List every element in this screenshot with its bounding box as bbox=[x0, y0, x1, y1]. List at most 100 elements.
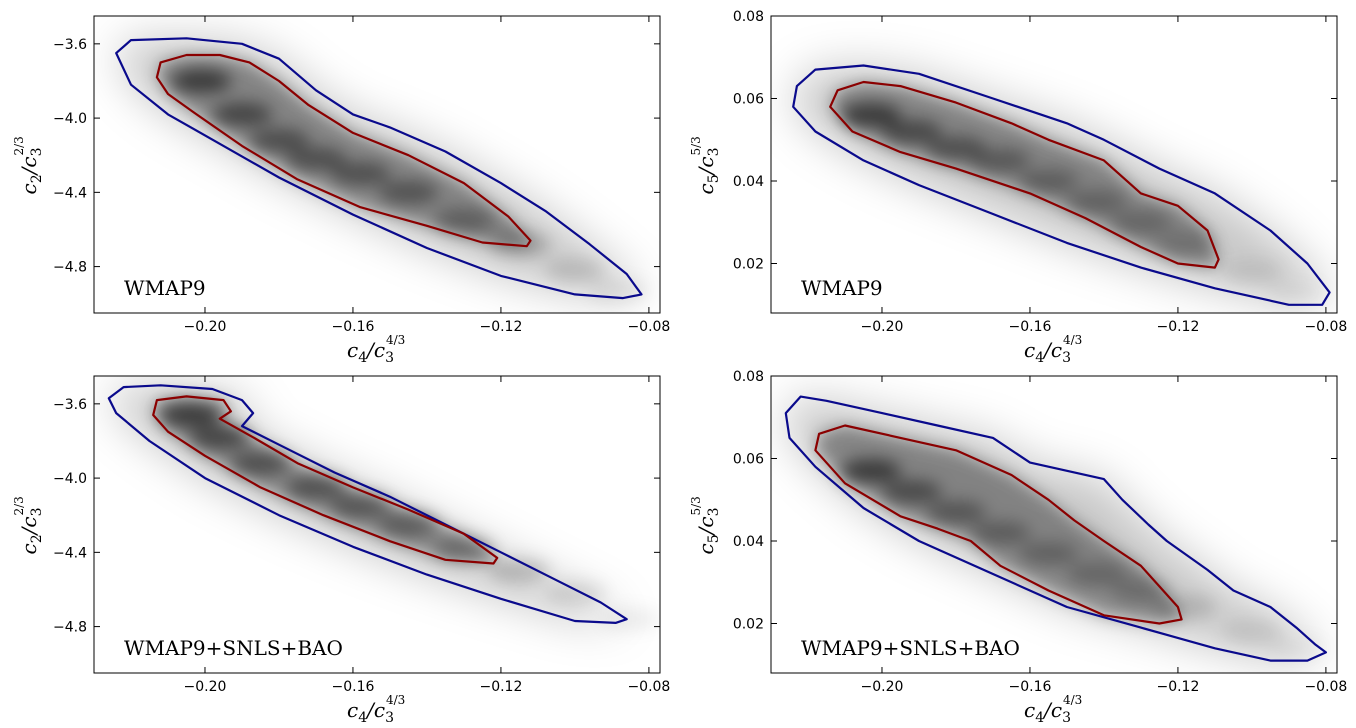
x-axis-label: c4/c34/3 bbox=[1024, 693, 1082, 726]
density-blob bbox=[285, 146, 346, 171]
density-blob bbox=[840, 103, 901, 127]
y-tick-label: 0.02 bbox=[733, 257, 764, 273]
density-blob bbox=[330, 493, 391, 518]
y-tick-label: −3.6 bbox=[53, 397, 87, 413]
density-ridge bbox=[160, 402, 660, 632]
x-tick-label: −0.08 bbox=[1304, 319, 1347, 335]
density-blob bbox=[489, 232, 550, 257]
y-axis-label-group: c5/c35/3 bbox=[689, 136, 722, 194]
density-ridge bbox=[840, 103, 1327, 305]
x-tick-label: −0.16 bbox=[1009, 679, 1052, 695]
y-tick-label: 0.06 bbox=[733, 452, 764, 468]
x-tick-label: −0.20 bbox=[184, 319, 227, 335]
density-blob bbox=[189, 425, 250, 450]
y-axis-label-group: c2/c32/3 bbox=[12, 496, 45, 554]
y-axis-label: c5/c35/3 bbox=[689, 136, 722, 194]
axes-frame bbox=[93, 15, 661, 314]
density-blob bbox=[230, 451, 291, 476]
plot-area bbox=[792, 64, 1331, 306]
contour-68 bbox=[152, 395, 499, 565]
axes-frame bbox=[93, 375, 661, 674]
x-tick-label: −0.08 bbox=[1304, 679, 1347, 695]
density-blob bbox=[1110, 578, 1171, 603]
y-axis-label-group: c5/c35/3 bbox=[689, 496, 722, 554]
x-tick-label: −0.20 bbox=[861, 319, 904, 335]
y-axis-label: c2/c32/3 bbox=[12, 136, 45, 194]
density-blob bbox=[1221, 619, 1282, 644]
y-tick-label: −4.8 bbox=[53, 620, 87, 636]
density-blob bbox=[881, 479, 942, 504]
contour-95 bbox=[115, 37, 643, 300]
y-tick-label: 0.08 bbox=[733, 369, 764, 385]
density-blob bbox=[970, 148, 1031, 173]
panel-1: −0.20 −0.16 −0.12 −0.08 −3.6 −4.0 −4.4 −4.8 WMAP… bbox=[12, 15, 670, 366]
density-blob bbox=[544, 258, 605, 283]
density-blob bbox=[211, 102, 272, 127]
y-tick-label: −4.4 bbox=[53, 545, 87, 561]
y-tick-label: 0.08 bbox=[733, 9, 764, 25]
y-axis-label: c5/c35/3 bbox=[689, 496, 722, 554]
x-axis-label: c4/c34/3 bbox=[1024, 333, 1082, 366]
x-tick-label: −0.12 bbox=[1156, 679, 1199, 695]
density-blob bbox=[1066, 562, 1127, 586]
density-blob bbox=[378, 512, 439, 537]
density-blob bbox=[248, 128, 309, 153]
plot-area bbox=[107, 384, 660, 632]
density-ridge bbox=[171, 68, 650, 303]
density-blob bbox=[1221, 259, 1282, 284]
density-blob bbox=[840, 458, 901, 483]
axes-frame bbox=[770, 15, 1338, 314]
panel-label: WMAP9 bbox=[801, 276, 883, 300]
density-core bbox=[156, 55, 531, 247]
density-blob bbox=[925, 136, 986, 160]
density-blob bbox=[600, 607, 660, 632]
panel-label: WMAP9+SNLS+BAO bbox=[801, 636, 1020, 660]
density-blob bbox=[160, 402, 221, 427]
density-blob bbox=[1066, 189, 1127, 214]
density-blob bbox=[589, 278, 650, 303]
density-blob bbox=[171, 68, 232, 93]
x-axis-label: c4/c34/3 bbox=[347, 693, 405, 726]
density-blob bbox=[285, 475, 346, 500]
x-axis-label: c4/c34/3 bbox=[347, 333, 405, 366]
density-blob bbox=[330, 161, 391, 186]
density-blob bbox=[1018, 541, 1079, 566]
density-blob bbox=[378, 180, 439, 205]
density-blob bbox=[1266, 280, 1327, 305]
contour-95 bbox=[792, 64, 1331, 306]
y-tick-label: 0.06 bbox=[733, 92, 764, 108]
density-blob bbox=[489, 558, 550, 583]
panel-4: −0.20 −0.16 −0.12 −0.08 0.08 0.06 0.04 0.02 WMAP… bbox=[689, 369, 1347, 726]
x-tick-label: −0.12 bbox=[1156, 319, 1199, 335]
x-tick-label: −0.12 bbox=[479, 319, 522, 335]
y-tick-label: −3.6 bbox=[53, 37, 87, 53]
contour-68 bbox=[829, 80, 1220, 269]
y-tick-label: −4.0 bbox=[53, 471, 87, 487]
density-blob bbox=[544, 581, 605, 606]
panel-3: −0.20 −0.16 −0.12 −0.08 −3.6 −4.0 −4.4 −4.8 WMAP… bbox=[12, 375, 670, 726]
y-tick-label: 0.04 bbox=[733, 534, 764, 550]
density-blob bbox=[925, 500, 986, 525]
contour-95 bbox=[784, 395, 1327, 662]
y-tick-label: −4.8 bbox=[53, 260, 87, 276]
y-tick-label: −4.0 bbox=[53, 111, 87, 127]
x-tick-label: −0.16 bbox=[332, 679, 375, 695]
x-tick-label: −0.12 bbox=[479, 679, 522, 695]
y-tick-label: −4.4 bbox=[53, 185, 87, 201]
contour-95 bbox=[107, 384, 628, 624]
panel-2: −0.20 −0.16 −0.12 −0.08 0.08 0.06 0.04 0.02 WMAP… bbox=[689, 9, 1347, 366]
plot-area bbox=[115, 37, 650, 303]
density-blob bbox=[1155, 230, 1216, 255]
density-blob bbox=[881, 119, 942, 144]
plot-area bbox=[784, 395, 1327, 662]
x-tick-label: −0.08 bbox=[627, 319, 670, 335]
panel-label: WMAP9 bbox=[124, 276, 206, 300]
contour-68 bbox=[814, 424, 1183, 625]
density-blob bbox=[1155, 595, 1216, 619]
x-tick-label: −0.16 bbox=[332, 319, 375, 335]
x-tick-label: −0.08 bbox=[627, 679, 670, 695]
density-blob bbox=[1018, 169, 1079, 193]
contour-68 bbox=[155, 53, 532, 248]
panel-label: WMAP9+SNLS+BAO bbox=[124, 636, 343, 660]
